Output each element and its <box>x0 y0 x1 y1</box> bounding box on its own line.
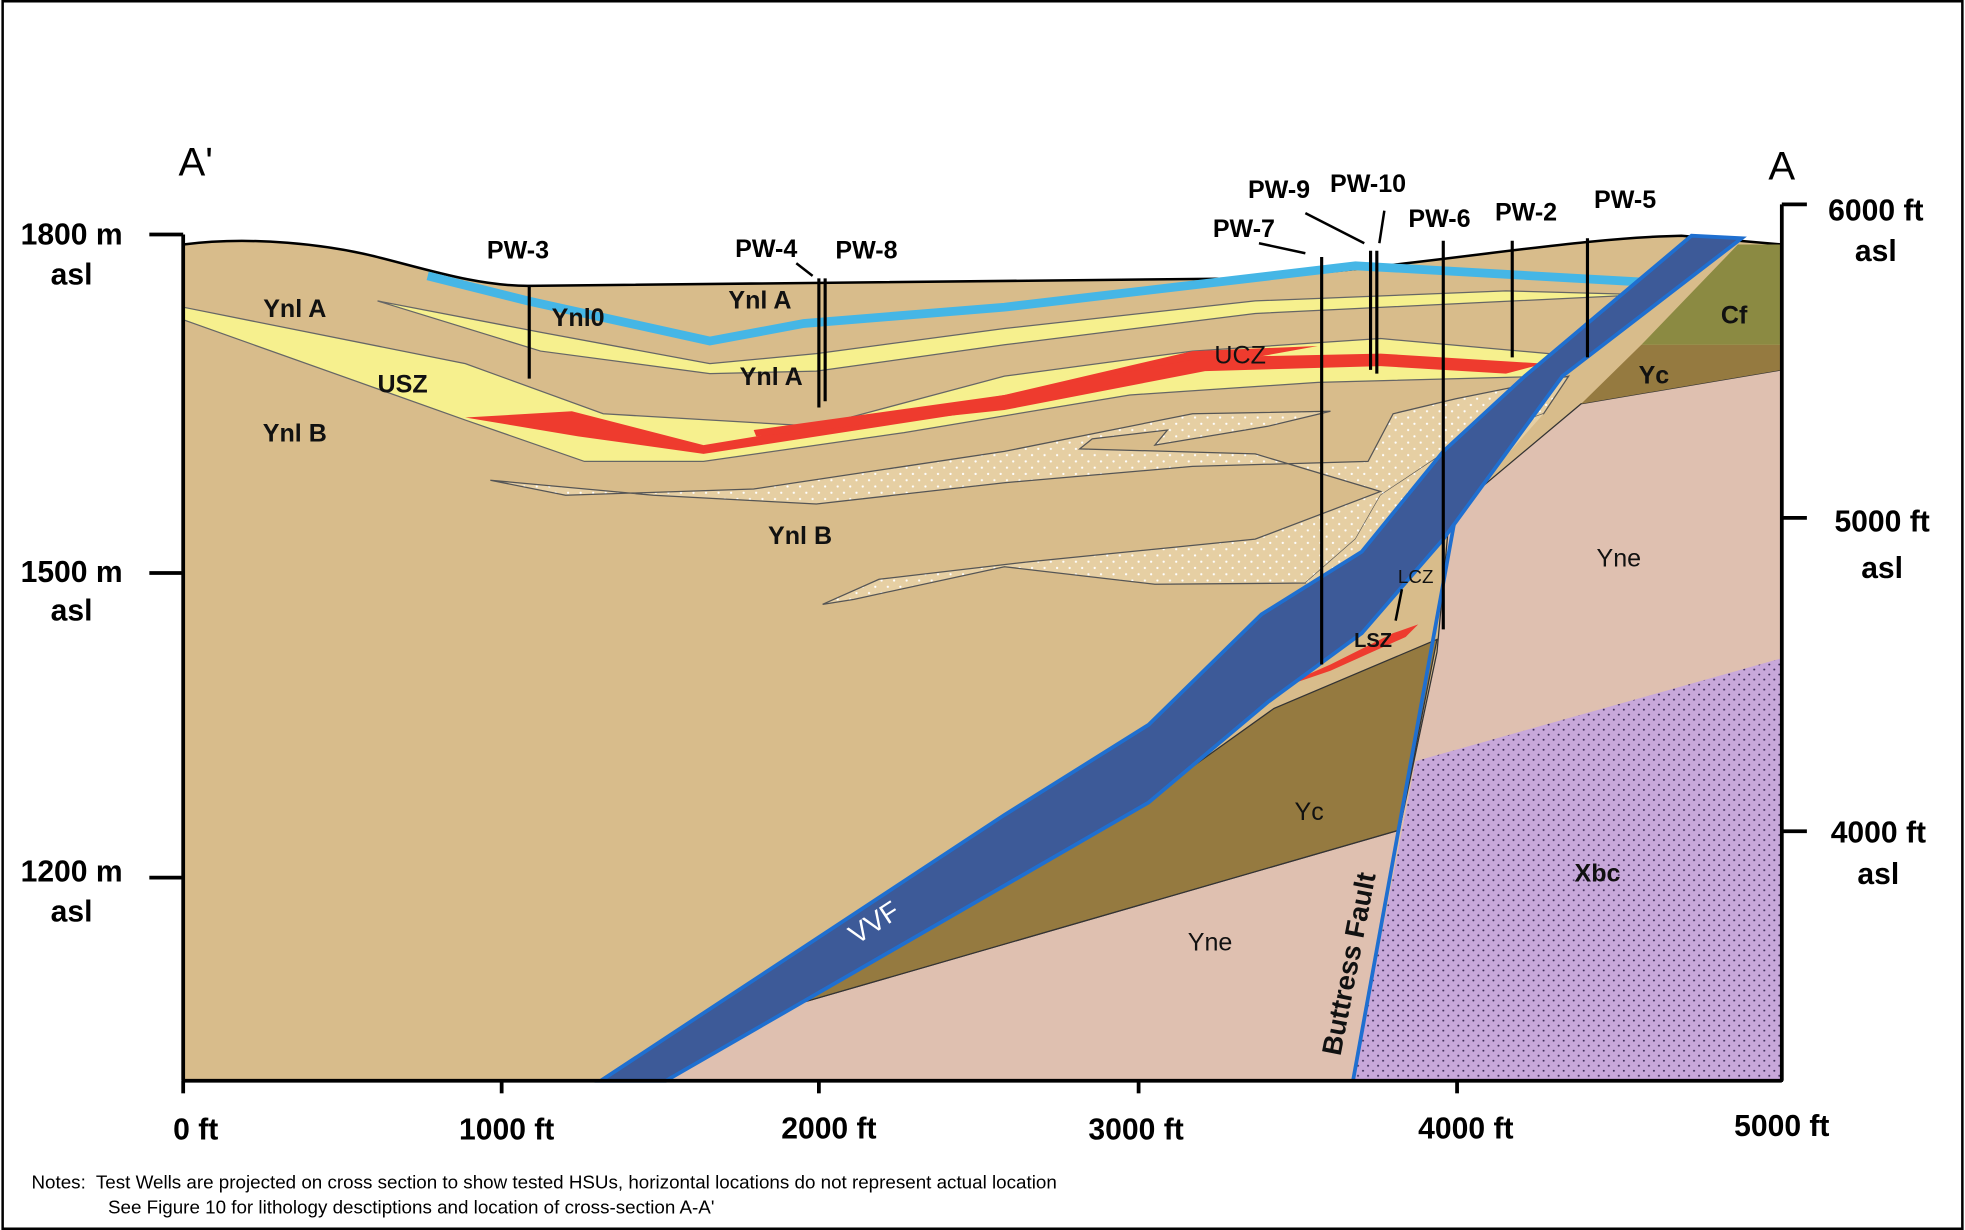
left-tick-label: asl <box>51 595 93 628</box>
unit-label: Yc <box>1639 362 1670 390</box>
well-label: PW-3 <box>487 236 549 264</box>
note: See Figure 10 for lithology desctiptions… <box>108 1197 714 1218</box>
unit-label: Yc <box>1294 798 1323 826</box>
right-tick-label: asl <box>1855 235 1897 268</box>
unit-label: Cf <box>1721 301 1748 329</box>
well-label: PW-4 <box>735 235 797 263</box>
x-tick-label: 2000 ft <box>781 1112 876 1145</box>
right-tick-label: 5000 ft <box>1834 506 1929 539</box>
unit-label: LCZ <box>1398 566 1434 587</box>
well-label: PW-7 <box>1213 215 1275 243</box>
left-tick-label: 1800 m <box>21 218 123 251</box>
unit-label: Xbc <box>1575 859 1621 887</box>
x-tick-label: 4000 ft <box>1418 1112 1513 1145</box>
x-tick-label: 0 ft <box>173 1114 218 1147</box>
right-tick-label: asl <box>1861 552 1903 585</box>
well-label: PW-10 <box>1330 170 1406 198</box>
well-label: PW-2 <box>1495 199 1557 227</box>
x-tick-label: 3000 ft <box>1088 1114 1183 1147</box>
left-tick-label: 1200 m <box>21 855 123 888</box>
well-label: PW-5 <box>1594 186 1656 214</box>
right-tick-label: 4000 ft <box>1831 817 1926 850</box>
left-tick-label: 1500 m <box>21 556 123 589</box>
left-tick-label: asl <box>51 259 93 292</box>
unit-label: Ynl B <box>263 419 327 447</box>
unit-label: Yne <box>1188 928 1233 956</box>
note: Notes: Test Wells are projected on cross… <box>31 1172 1056 1193</box>
unit-label: Ynl B <box>768 522 832 550</box>
section-end-label: A <box>1768 143 1795 188</box>
left-tick-label: asl <box>51 896 93 929</box>
well-label: PW-6 <box>1408 205 1470 233</box>
unit-label: Ynl A <box>728 286 791 314</box>
cross-section: PW-3 PW-4 PW-8 PW-7 PW-9 PW-10 PW-6 PW-2… <box>0 0 1965 1230</box>
page: PW-3 PW-4 PW-8 PW-7 PW-9 PW-10 PW-6 PW-2… <box>0 0 1965 1230</box>
unit-label: Ynl0 <box>552 304 605 332</box>
unit-label: Ynl A <box>740 363 803 391</box>
unit-label: Ynl A <box>263 295 326 323</box>
unit-label: LSZ <box>1354 630 1392 652</box>
well-label: PW-9 <box>1248 176 1310 204</box>
right-tick-label: 6000 ft <box>1828 195 1923 228</box>
x-tick-label: 1000 ft <box>459 1114 554 1147</box>
unit-label: UCZ <box>1214 342 1266 370</box>
well-label: PW-8 <box>835 236 897 264</box>
unit-label: USZ <box>378 370 428 398</box>
right-tick-label: asl <box>1857 858 1899 891</box>
unit-label: Yne <box>1597 545 1642 573</box>
section-end-label: A' <box>179 140 213 185</box>
x-tick-label: 5000 ft <box>1734 1110 1829 1143</box>
